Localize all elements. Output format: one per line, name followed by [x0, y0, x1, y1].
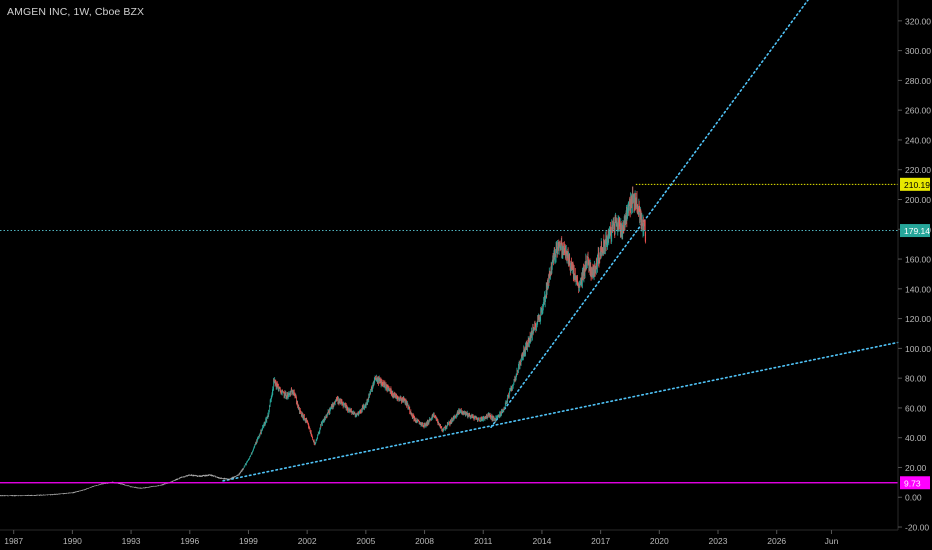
- y-tick-label: 60.00: [905, 403, 927, 413]
- y-tick-label: 240.00: [905, 135, 931, 145]
- x-tick-label: 2005: [356, 536, 375, 546]
- y-tick-label: 200.00: [905, 195, 931, 205]
- last-price-label: 179.14: [904, 226, 930, 236]
- x-tick-label: 1996: [180, 536, 199, 546]
- x-tick-label: 2020: [650, 536, 669, 546]
- x-tick-label: 2023: [709, 536, 728, 546]
- steep-rising-trendline[interactable]: [490, 0, 809, 429]
- trendlines-layer: [222, 0, 899, 482]
- y-tick-label: 20.00: [905, 463, 927, 473]
- x-tick-label: 2011: [474, 536, 493, 546]
- symbol-title: AMGEN INC, 1W, Cboe BZX: [7, 6, 145, 18]
- y-tick-label: 160.00: [905, 255, 931, 265]
- y-tick-label: 220.00: [905, 165, 931, 175]
- y-tick-label: 140.00: [905, 284, 931, 294]
- high-price-label: 210.19: [904, 180, 930, 190]
- y-tick-label: 100.00: [905, 344, 931, 354]
- y-tick-label: 40.00: [905, 433, 927, 443]
- horizontal-levels-layer: [0, 183, 898, 484]
- x-tick-label: 2017: [591, 536, 610, 546]
- x-tick-label: 1993: [122, 536, 141, 546]
- x-tick-label: 2002: [298, 536, 317, 546]
- y-tick-label: 300.00: [905, 46, 931, 56]
- last-price-label-bg: [900, 224, 930, 238]
- support-price-label: 9.73: [904, 478, 921, 488]
- y-tick-label: 80.00: [905, 374, 927, 384]
- time-axis[interactable]: 1987 1990 1993 1996 1999 2002 2005 2008 2011 2014…: [4, 530, 839, 546]
- y-tick-label: 120.00: [905, 314, 931, 324]
- x-tick-label: 2014: [532, 536, 551, 546]
- y-tick-label: 0.00: [905, 493, 922, 503]
- y-tick-label: 280.00: [905, 76, 931, 86]
- high-price-label-bg: [900, 177, 930, 191]
- price-axis[interactable]: -20.00 0.00 20.00 40.00 60.00 80.00 100.00 120.…: [898, 16, 931, 533]
- support-price-label-bg: [900, 476, 930, 490]
- x-tick-label: 1987: [4, 536, 23, 546]
- y-tick-label: 260.00: [905, 106, 931, 116]
- y-tick-label: 320.00: [905, 16, 931, 26]
- price-axis-labels: 210.19 179.14 9.73: [900, 177, 930, 490]
- x-tick-label: 1999: [239, 536, 258, 546]
- x-tick-label: 1990: [63, 536, 82, 546]
- x-tick-label: 2008: [415, 536, 434, 546]
- x-tick-label: Jun: [825, 536, 839, 546]
- x-tick-label: 2026: [767, 536, 786, 546]
- y-tick-label: -20.00: [905, 523, 929, 533]
